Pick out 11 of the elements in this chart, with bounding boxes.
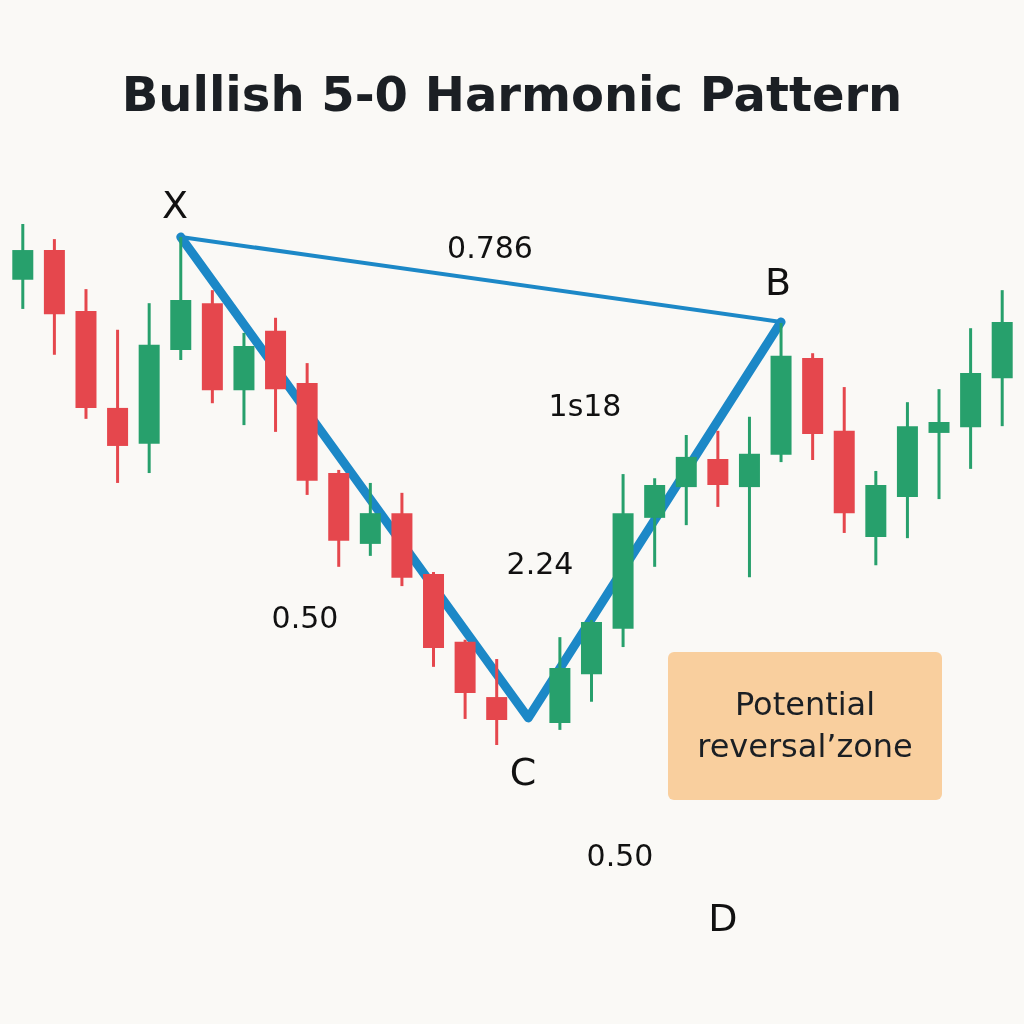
chart-title: Bullish 5-0 Harmonic Pattern: [120, 66, 904, 122]
annotation: B: [764, 260, 792, 304]
annotation: X: [161, 183, 189, 227]
annotation: 2.24: [506, 545, 574, 581]
annotation: 0.50: [271, 599, 339, 635]
text: C: [509, 750, 537, 794]
text: D: [708, 896, 738, 940]
annotation: 0.786: [447, 229, 533, 265]
text: 0.50: [586, 837, 654, 873]
annotation: 1s18: [548, 387, 622, 423]
annotation: Potential reversal’zone: [696, 684, 914, 767]
